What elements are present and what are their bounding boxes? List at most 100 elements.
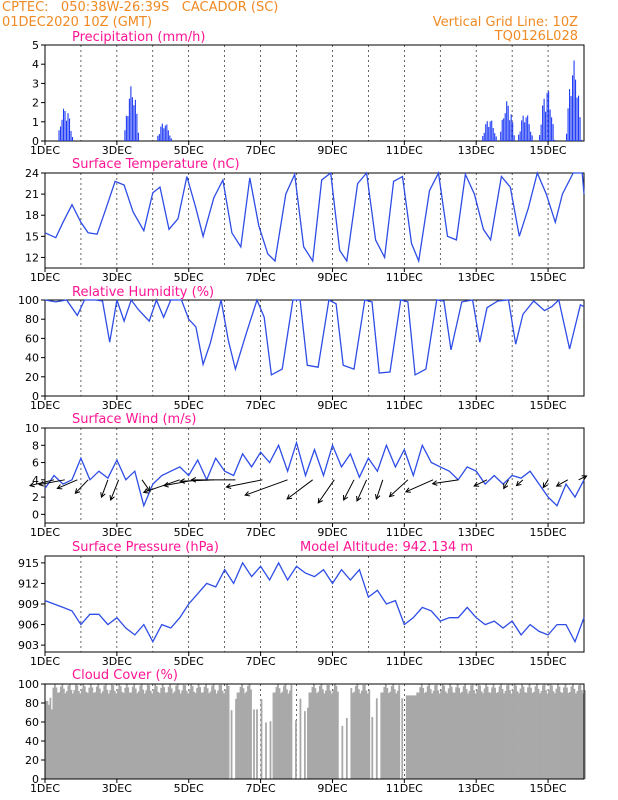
cloud-bar (441, 684, 444, 779)
y-tick-label: 906 (18, 619, 39, 632)
cloud-bar (187, 693, 190, 779)
panel-frame (44, 299, 585, 397)
cloud-bar (97, 684, 100, 779)
wind-vector (542, 479, 549, 488)
precip-bar (573, 60, 575, 141)
cloud-bar (65, 691, 68, 779)
cloud-bar (456, 684, 459, 779)
cloud-bar (431, 693, 434, 779)
precip-bar (133, 105, 135, 141)
panel-title: Surface Pressure (hPa) (72, 540, 219, 555)
cloud-bar (444, 691, 447, 779)
cloud-bar (539, 693, 541, 779)
cloud-bar (92, 692, 95, 779)
precip-bar (570, 96, 572, 141)
precip-bar (507, 105, 509, 141)
cloud-bar (536, 684, 538, 779)
cloud-bar (245, 691, 248, 779)
precip-bar (170, 138, 172, 141)
cloud-bar (524, 692, 526, 779)
precip-bar (59, 126, 62, 141)
y-tick-label: 100 (18, 678, 39, 691)
x-tick-label: 11DEC (386, 782, 423, 795)
wind-vector (286, 479, 314, 500)
cloud-bar (131, 686, 134, 779)
cloud-bar (59, 686, 62, 779)
x-tick-label: 15DEC (530, 655, 567, 668)
cloud-bar (116, 688, 119, 779)
cloud-bar (354, 685, 357, 779)
cloud-bar (196, 687, 199, 779)
cloud-bar (98, 688, 101, 779)
cloud-bar (175, 685, 178, 779)
cloud-bar (94, 692, 97, 779)
wind-vector-head (356, 495, 362, 502)
cloud-bar (169, 684, 172, 779)
wind-vector (405, 479, 434, 493)
cloud-bar (549, 684, 552, 779)
cloud-bar (203, 686, 206, 779)
precip-bar (164, 125, 166, 141)
cloud-bar (218, 684, 221, 779)
precip-bar (575, 79, 577, 141)
cloud-bar (518, 693, 520, 779)
cloud-bar (582, 693, 585, 779)
precip-bar (522, 115, 524, 141)
wind-vector (343, 479, 355, 501)
cloud-bar (390, 686, 393, 779)
wind-vector (74, 479, 89, 494)
y-tick-label: 2 (32, 97, 39, 110)
cloud-bar (125, 684, 128, 779)
cloud-bar (392, 684, 395, 779)
wind-vector-head (162, 482, 169, 488)
precip-bar (569, 89, 571, 141)
wind-vector-head (286, 494, 293, 500)
precip-bar (127, 116, 129, 141)
x-tick-label: 3DEC (102, 399, 132, 412)
cloud-bar (206, 688, 209, 779)
cloud-bar (476, 689, 478, 779)
cloud-bar (522, 686, 525, 779)
cloud-bar (77, 690, 80, 779)
x-tick-label: 7DEC (246, 782, 276, 795)
cloud-bar (387, 693, 390, 779)
cloud-bar (278, 688, 281, 779)
cloud-bar (71, 693, 74, 779)
panel-title: Surface Temperature (nC) (72, 157, 240, 172)
cloud-bar (70, 689, 73, 779)
cloud-bar (242, 688, 245, 779)
cloud-bar (557, 684, 559, 779)
cloud-bar (519, 688, 522, 779)
precip-bar (61, 119, 63, 141)
cloud-bar (50, 709, 53, 779)
cloud-bar (552, 691, 555, 779)
wind-vector-head (145, 486, 151, 493)
cloud-bar (341, 725, 344, 779)
cloud-bar (420, 684, 423, 779)
cloud-bar (353, 691, 356, 779)
wind-vector (39, 479, 65, 486)
wind-vector (389, 479, 409, 497)
cloud-bar (506, 685, 508, 779)
cloud-bar (250, 689, 252, 779)
cloud-bar (74, 684, 77, 779)
cloud-bar (47, 704, 50, 779)
cloud-bar (435, 684, 438, 779)
cloud-bar (179, 693, 182, 779)
precip-bar (554, 139, 556, 141)
panel-frame (44, 427, 585, 524)
y-tick-label: 24 (25, 167, 39, 180)
cloud-bar (560, 692, 562, 779)
wind-vector (57, 479, 78, 489)
cloud-bar (548, 689, 550, 779)
cloud-bar (304, 711, 306, 779)
precip-bar (546, 92, 548, 141)
cloud-bar (121, 691, 124, 779)
cloud-bar (479, 685, 481, 779)
wind-vector (226, 479, 263, 488)
cloud-bar (438, 693, 441, 779)
x-tick-label: 9DEC (317, 782, 347, 795)
cloud-bar (416, 692, 419, 779)
y-tick-label: 0 (32, 390, 39, 403)
cloud-bar (95, 686, 98, 779)
